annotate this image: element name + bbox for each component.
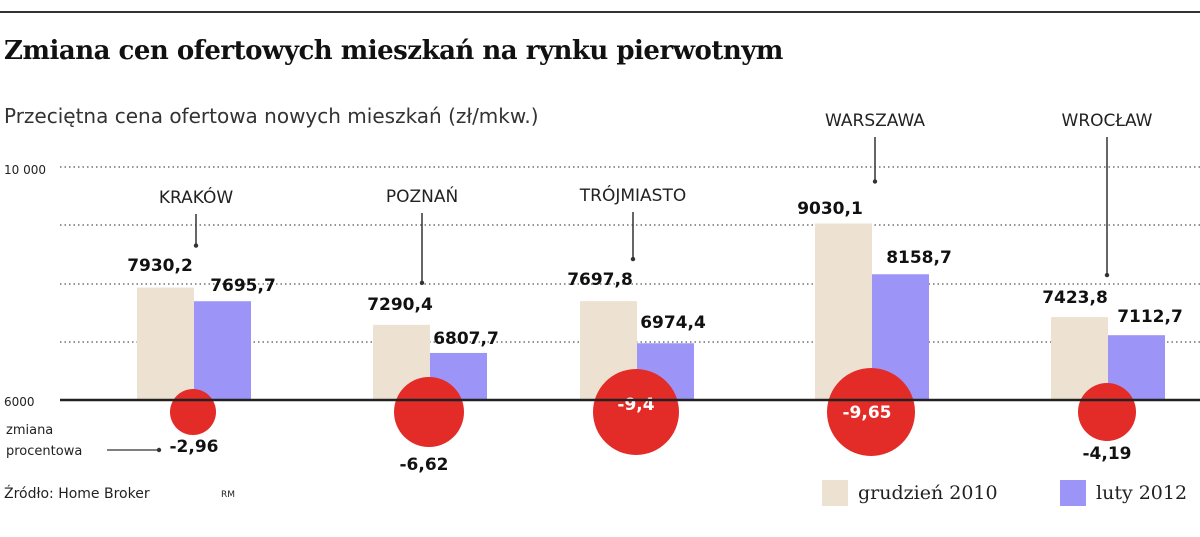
legend-swatch-feb2012: [1060, 480, 1086, 506]
bar-feb2012: [194, 301, 251, 400]
y-tick-label-6000: 6000: [4, 395, 35, 409]
change-circle: [394, 377, 464, 447]
change-label: -2,96: [170, 437, 219, 457]
bar-dec2010: [137, 287, 194, 400]
top-rule: [0, 11, 1200, 13]
leader-dot: [1104, 272, 1110, 278]
leader-dot: [630, 256, 636, 262]
category-label: TRÓJMIASTO: [579, 184, 686, 206]
data-label-feb2012: 7112,7: [1117, 307, 1183, 327]
legend-item-feb2012: luty 2012: [1060, 478, 1187, 508]
legend-swatch-dec2010: [822, 480, 848, 506]
change-label: -9,65: [843, 403, 892, 423]
chart-subtitle: Przeciętna cena ofertowa nowych mieszkań…: [4, 104, 539, 128]
data-label-dec2010: 7423,8: [1042, 288, 1108, 308]
legend-label-dec2010: grudzień 2010: [858, 482, 998, 504]
chart-title: Zmiana cen ofertowych mieszkań na rynku …: [4, 36, 783, 66]
change-circle: [1078, 383, 1136, 441]
legend-label-feb2012: luty 2012: [1096, 482, 1188, 504]
data-label-dec2010: 7290,4: [367, 295, 433, 315]
change-circle: [170, 389, 216, 435]
change-annotation-line2: procentowa: [6, 444, 82, 459]
leader-dot: [193, 243, 199, 248]
change-circle: [593, 369, 679, 455]
leader-dot: [419, 280, 425, 286]
source-note: Źródło: Home Broker: [4, 486, 150, 502]
data-label-feb2012: 7695,7: [210, 276, 276, 296]
category-label: POZNAŃ: [386, 185, 458, 207]
change-annotation-dot: [156, 447, 162, 453]
y-tick-label-10000: 10 000: [4, 163, 46, 177]
data-label-feb2012: 8158,7: [886, 248, 952, 268]
data-label-dec2010: 9030,1: [797, 199, 863, 219]
change-label: -9,4: [617, 395, 654, 415]
change-annotation-line1: zmiana: [6, 423, 53, 438]
author-initials: RM: [221, 490, 236, 500]
change-label: -4,19: [1083, 444, 1132, 464]
legend-item-dec2010: grudzień 2010: [822, 478, 998, 508]
category-label: WARSZAWA: [825, 111, 925, 131]
data-label-feb2012: 6974,4: [640, 313, 706, 333]
leader-dot: [872, 179, 878, 184]
category-label: WROCŁAW: [1062, 111, 1153, 131]
category-label: KRAKÓW: [159, 186, 233, 208]
data-label-feb2012: 6807,7: [433, 329, 499, 349]
data-label-dec2010: 7697,8: [567, 270, 633, 290]
data-label-dec2010: 7930,2: [127, 256, 193, 276]
change-label: -6,62: [400, 455, 449, 475]
change-circle: [827, 368, 915, 456]
